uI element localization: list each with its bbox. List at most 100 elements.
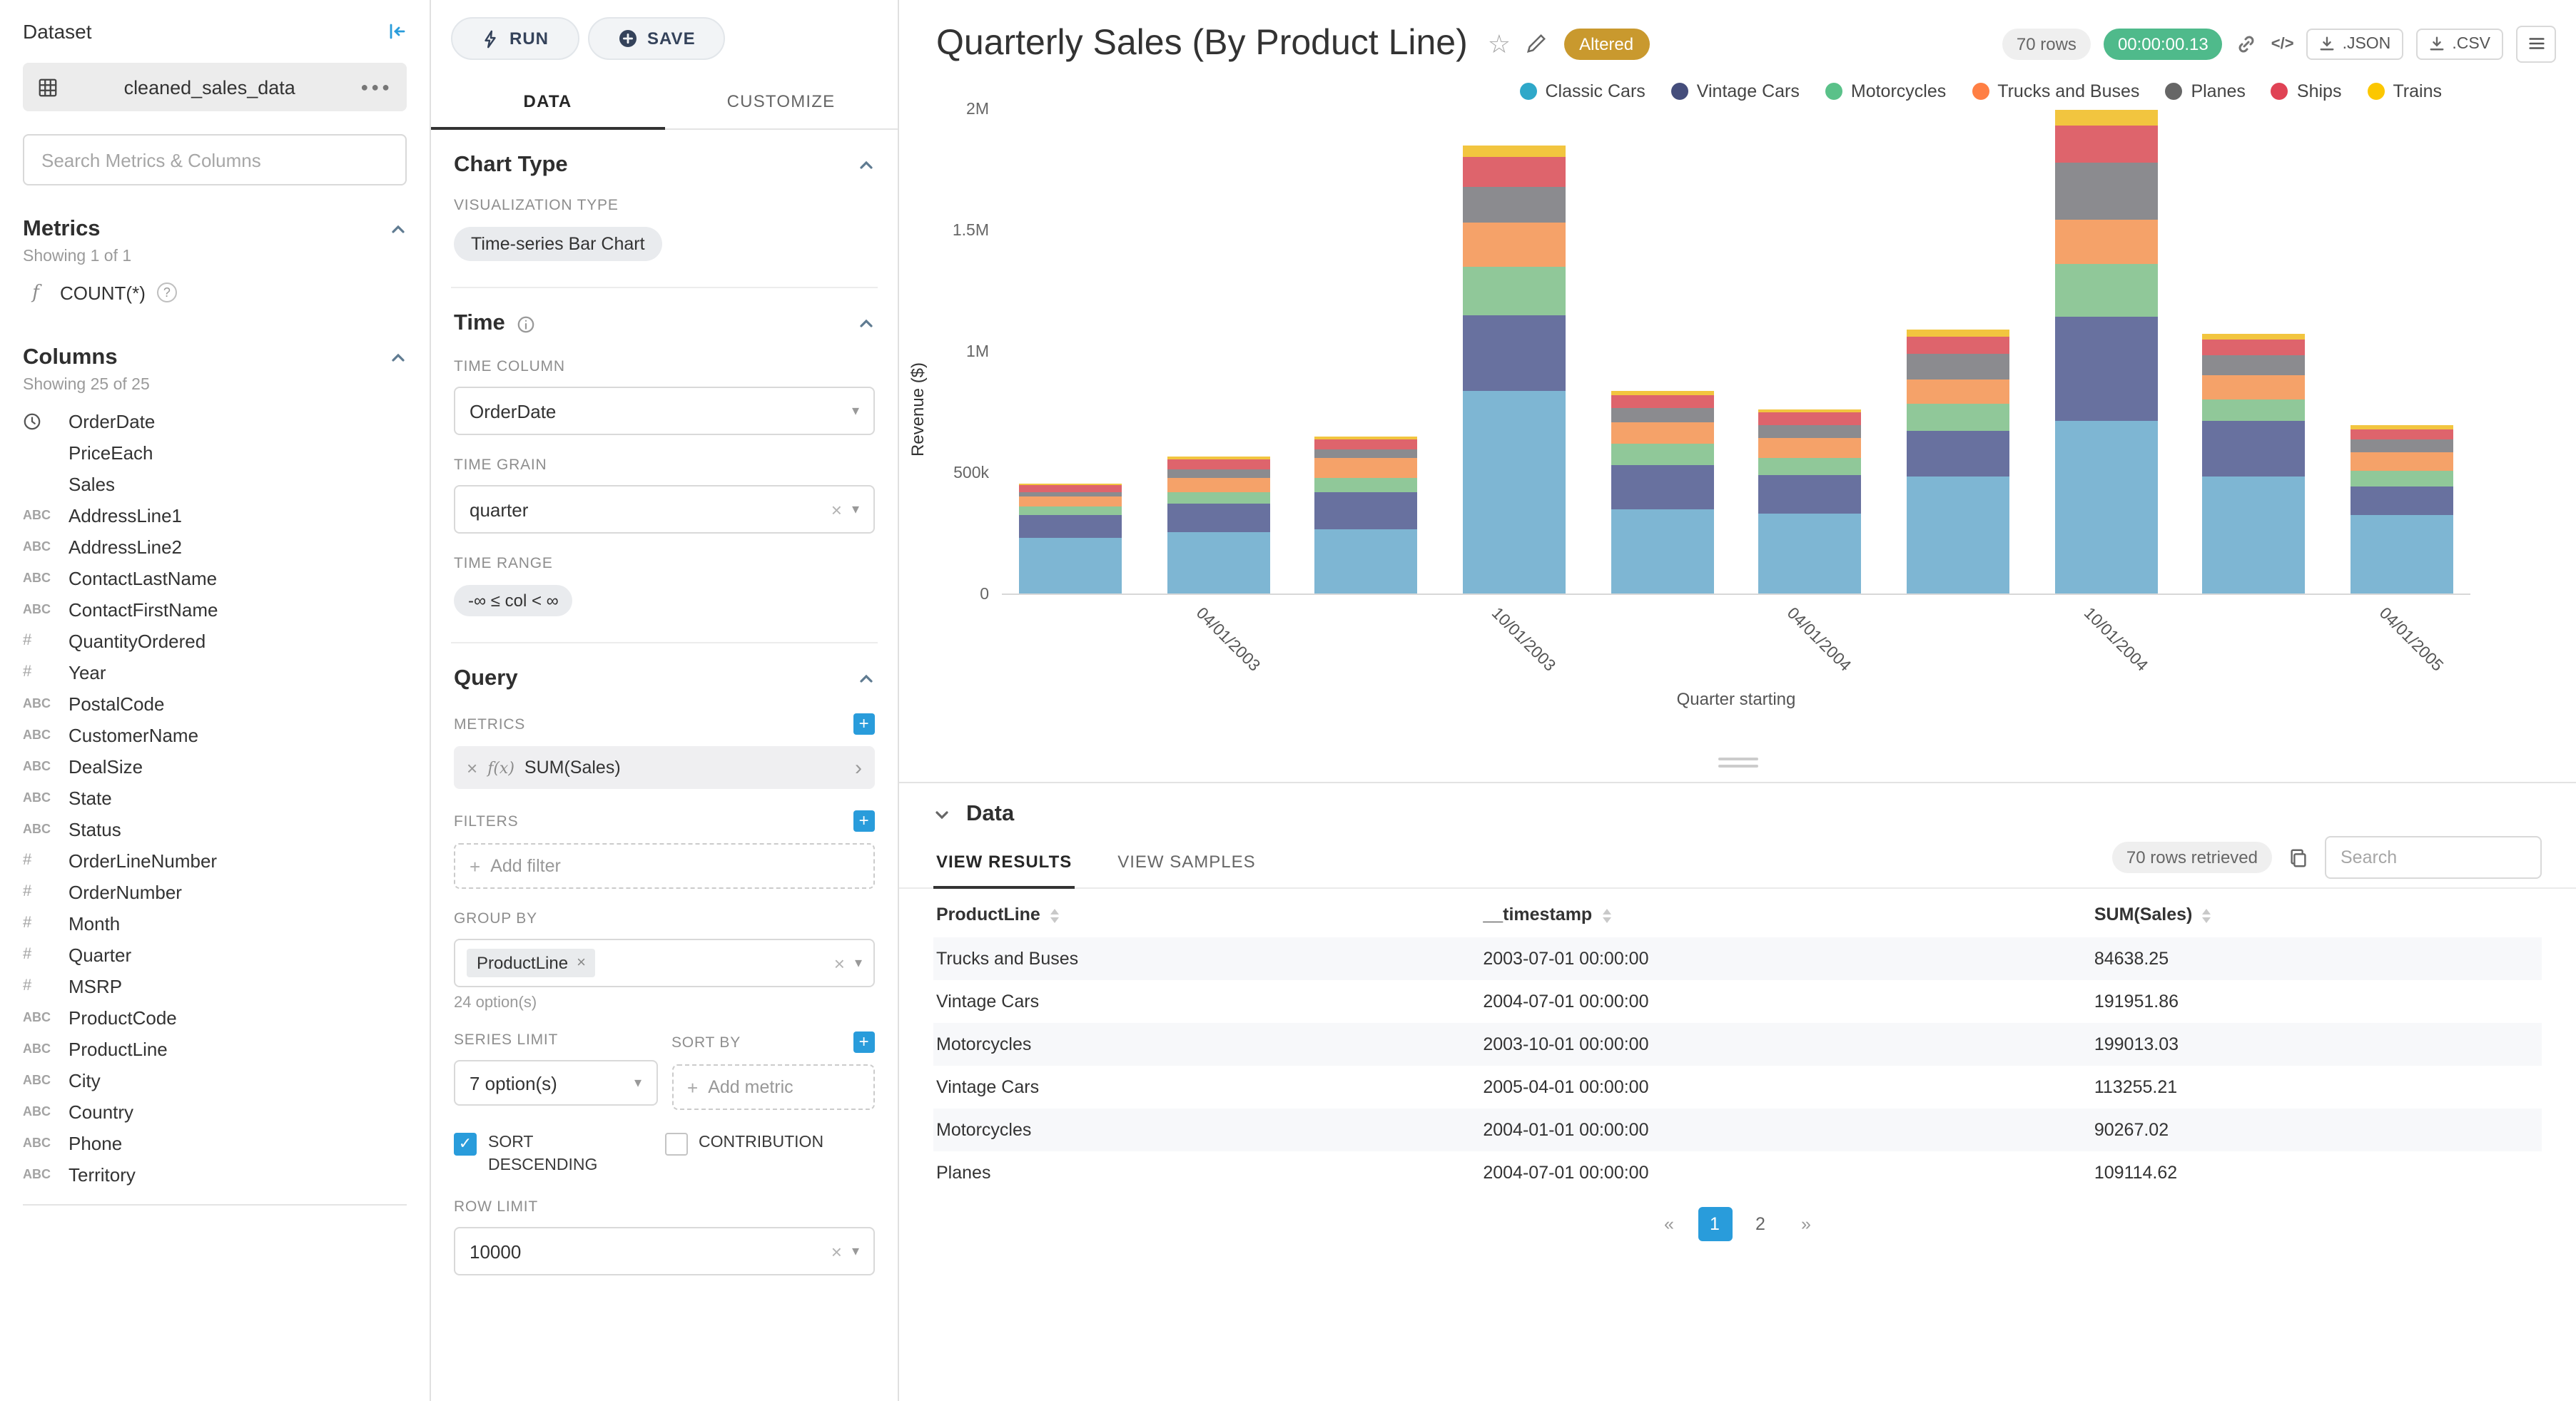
- column-item-Country[interactable]: ABC Country: [23, 1096, 407, 1127]
- time-grain-select[interactable]: quarter × ▾: [454, 485, 875, 534]
- export-json-button[interactable]: .JSON: [2306, 28, 2404, 59]
- copy-icon[interactable]: [2288, 847, 2309, 868]
- metric-item[interactable]: f COUNT(*) ?: [23, 271, 407, 314]
- remove-icon[interactable]: ×: [577, 954, 586, 972]
- column-item-OrderDate[interactable]: OrderDate: [23, 405, 407, 437]
- series-limit-select[interactable]: 7 option(s) ▾: [454, 1060, 657, 1106]
- column-item-Phone[interactable]: ABC Phone: [23, 1127, 407, 1158]
- next-page-button[interactable]: »: [1801, 1214, 1811, 1234]
- bar-2004-01-01[interactable]: [1611, 391, 1714, 593]
- checkbox-checked-icon[interactable]: ✓: [454, 1133, 477, 1156]
- column-item-QuantityOrdered[interactable]: # QuantityOrdered: [23, 625, 407, 656]
- export-csv-button[interactable]: .CSV: [2416, 28, 2503, 59]
- tab-customize[interactable]: CUSTOMIZE: [726, 91, 836, 111]
- share-link-icon[interactable]: [2236, 32, 2258, 55]
- tab-view-samples[interactable]: VIEW SAMPLES: [1117, 851, 1256, 871]
- column-item-Month[interactable]: # Month: [23, 907, 407, 939]
- edit-title-icon[interactable]: [1525, 33, 1546, 54]
- bar-2004-04-01[interactable]: [1758, 409, 1862, 593]
- column-item-ProductLine[interactable]: ABC ProductLine: [23, 1033, 407, 1064]
- page-button-2[interactable]: 2: [1755, 1214, 1765, 1234]
- chevron-up-icon[interactable]: [858, 315, 875, 332]
- chevron-down-icon[interactable]: [933, 806, 950, 823]
- prev-page-button[interactable]: «: [1664, 1214, 1674, 1234]
- chevron-up-icon[interactable]: [390, 350, 407, 367]
- legend-item-trains[interactable]: Trains: [2367, 81, 2442, 101]
- column-header--timestamp[interactable]: __timestamp: [1480, 892, 2091, 937]
- column-item-State[interactable]: ABC State: [23, 782, 407, 813]
- legend-item-vintage-cars[interactable]: Vintage Cars: [1670, 81, 1800, 101]
- add-filter-icon[interactable]: +: [853, 810, 875, 832]
- clear-icon[interactable]: ×: [831, 499, 842, 520]
- column-item-PostalCode[interactable]: ABC PostalCode: [23, 688, 407, 719]
- chevron-up-icon[interactable]: [858, 671, 875, 688]
- column-item-ContactLastName[interactable]: ABC ContactLastName: [23, 562, 407, 593]
- legend-item-ships[interactable]: Ships: [2271, 81, 2341, 101]
- save-button[interactable]: SAVE: [587, 17, 726, 60]
- row-limit-select[interactable]: 10000 × ▾: [454, 1227, 875, 1276]
- column-item-PriceEach[interactable]: PriceEach: [23, 437, 407, 468]
- bar-2003-01-01[interactable]: [1019, 483, 1122, 593]
- sort-icon[interactable]: [1050, 908, 1059, 923]
- panel-resize-handle[interactable]: [1718, 758, 1758, 768]
- bar-2003-07-01[interactable]: [1314, 437, 1418, 593]
- sort-icon[interactable]: [2202, 908, 2211, 923]
- bar-2005-01-01[interactable]: [2202, 334, 2306, 593]
- bar-2003-10-01[interactable]: [1462, 145, 1566, 593]
- chevron-up-icon[interactable]: [858, 157, 875, 174]
- column-item-Year[interactable]: # Year: [23, 656, 407, 688]
- tab-data[interactable]: DATA: [431, 77, 664, 130]
- column-item-Sales[interactable]: Sales: [23, 468, 407, 499]
- time-column-select[interactable]: OrderDate ▾: [454, 387, 875, 435]
- collapse-panel-icon[interactable]: [387, 21, 407, 41]
- column-header-sum-sales-[interactable]: SUM(Sales): [2091, 892, 2542, 937]
- column-header-productline[interactable]: ProductLine: [933, 892, 1480, 937]
- time-range-pill[interactable]: -∞ ≤ col < ∞: [454, 585, 573, 616]
- legend-item-planes[interactable]: Planes: [2165, 81, 2246, 101]
- legend-item-motorcycles[interactable]: Motorcycles: [1825, 81, 1946, 101]
- sort-icon[interactable]: [1602, 908, 1611, 923]
- tab-view-results[interactable]: VIEW RESULTS: [933, 837, 1075, 888]
- column-item-City[interactable]: ABC City: [23, 1064, 407, 1096]
- chart-menu-button[interactable]: [2516, 25, 2556, 62]
- column-item-CustomerName[interactable]: ABC CustomerName: [23, 719, 407, 750]
- results-search-input[interactable]: [2325, 836, 2542, 879]
- column-item-AddressLine1[interactable]: ABC AddressLine1: [23, 499, 407, 531]
- add-filter-box[interactable]: + Add filter: [454, 843, 875, 889]
- column-item-OrderLineNumber[interactable]: # OrderLineNumber: [23, 845, 407, 876]
- metric-chip[interactable]: × f(x) SUM(Sales) ›: [454, 746, 875, 789]
- column-item-Status[interactable]: ABC Status: [23, 813, 407, 845]
- column-item-ContactFirstName[interactable]: ABC ContactFirstName: [23, 593, 407, 625]
- bar-2004-07-01[interactable]: [1906, 329, 2009, 593]
- remove-icon[interactable]: ×: [467, 757, 478, 778]
- group-by-tag[interactable]: ProductLine ×: [467, 949, 596, 977]
- bar-2005-04-01[interactable]: [2350, 425, 2453, 593]
- column-item-ProductCode[interactable]: ABC ProductCode: [23, 1002, 407, 1033]
- bar-2003-04-01[interactable]: [1167, 456, 1270, 593]
- column-item-Territory[interactable]: ABC Territory: [23, 1158, 407, 1190]
- contribution-checkbox[interactable]: CONTRIBUTION: [664, 1133, 875, 1177]
- search-metrics-input[interactable]: [23, 134, 407, 185]
- column-item-OrderNumber[interactable]: # OrderNumber: [23, 876, 407, 907]
- legend-item-classic-cars[interactable]: Classic Cars: [1519, 81, 1646, 101]
- favorite-star-icon[interactable]: ☆: [1487, 29, 1511, 58]
- add-metric-icon[interactable]: +: [853, 713, 875, 735]
- chevron-up-icon[interactable]: [390, 221, 407, 238]
- add-sort-metric-icon[interactable]: +: [853, 1031, 875, 1053]
- column-item-AddressLine2[interactable]: ABC AddressLine2: [23, 531, 407, 562]
- checkbox-unchecked-icon[interactable]: [664, 1133, 687, 1156]
- viz-type-pill[interactable]: Time-series Bar Chart: [454, 227, 662, 261]
- bar-2004-10-01[interactable]: [2054, 110, 2158, 593]
- group-by-select[interactable]: ProductLine × × ▾: [454, 939, 875, 987]
- clear-icon[interactable]: ×: [831, 1240, 842, 1263]
- embed-code-icon[interactable]: </>: [2271, 35, 2294, 52]
- dataset-selector[interactable]: cleaned_sales_data ●●●: [23, 63, 407, 111]
- column-item-Quarter[interactable]: # Quarter: [23, 939, 407, 970]
- column-item-DealSize[interactable]: ABC DealSize: [23, 750, 407, 782]
- column-item-MSRP[interactable]: # MSRP: [23, 970, 407, 1002]
- sort-descending-checkbox[interactable]: ✓ SORT DESCENDING: [454, 1133, 664, 1177]
- legend-item-trucks-and-buses[interactable]: Trucks and Buses: [1972, 81, 2139, 101]
- page-button-1[interactable]: 1: [1698, 1207, 1732, 1241]
- add-sort-metric-box[interactable]: + Add metric: [671, 1064, 875, 1110]
- run-button[interactable]: RUN: [451, 17, 579, 60]
